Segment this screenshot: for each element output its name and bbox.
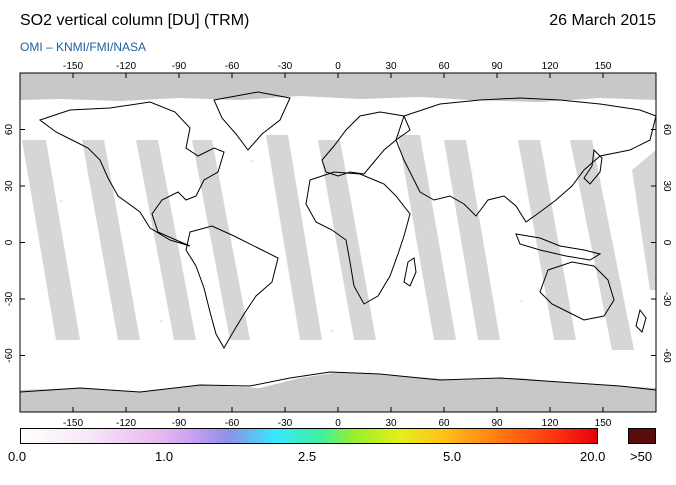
lat-tick-label: -30 <box>661 292 672 307</box>
japan-coast <box>583 148 603 185</box>
orbit-gap <box>570 140 634 350</box>
graticule-ticks <box>20 73 656 412</box>
lon-tick-label: -30 <box>278 61 293 72</box>
lon-tick-label: 30 <box>385 418 397 429</box>
antarctic-no-data <box>20 372 656 412</box>
lon-tick-label: -150 <box>63 61 83 72</box>
antarctica-coast <box>20 371 656 393</box>
lon-tick-label: -90 <box>172 418 187 429</box>
graticule-labels: -150 -150 -120 -120 -90 -90 -60 -60 -30 -30 0 0 30 30… <box>4 61 672 429</box>
asia-coast <box>395 97 656 223</box>
lat-tick-label: -30 <box>4 291 15 306</box>
new-zealand-coast <box>635 308 647 333</box>
lon-tick-label: 90 <box>491 61 503 72</box>
lat-tick-label: -60 <box>661 348 672 363</box>
north-america-coast <box>38 101 225 247</box>
lon-tick-label: -120 <box>116 61 136 72</box>
colorbar-label: 0.0 <box>8 449 27 464</box>
colorbar-over-swatch <box>628 428 656 444</box>
map-date: 26 March 2015 <box>549 12 656 29</box>
lon-tick-label: 0 <box>335 61 341 72</box>
map-source: OMI – KNMI/FMI/NASA <box>20 40 147 54</box>
so2-noise <box>60 160 603 332</box>
indonesia-coast <box>515 233 602 261</box>
orbit-gap <box>398 135 456 340</box>
lon-tick-label: 60 <box>438 418 450 429</box>
lon-tick-label: -60 <box>225 418 240 429</box>
lon-tick-label: 120 <box>542 418 559 429</box>
orbit-gap <box>22 140 80 340</box>
lon-tick-label: -60 <box>225 61 240 72</box>
lon-tick-label: 150 <box>595 61 612 72</box>
map-area <box>20 73 656 412</box>
lon-tick-label: -150 <box>63 418 83 429</box>
lon-tick-label: 90 <box>491 418 503 429</box>
orbit-gap <box>632 150 656 290</box>
colorbar-label: 5.0 <box>443 449 462 464</box>
orbit-gap <box>136 140 196 340</box>
africa-coast <box>305 171 411 305</box>
south-america-coast <box>185 225 279 350</box>
lon-tick-label: -90 <box>172 61 187 72</box>
colorbar-over-label: >50 <box>630 449 653 464</box>
orbit-gap <box>444 140 500 340</box>
lat-tick-label: 60 <box>661 124 672 136</box>
lon-tick-label: -120 <box>116 418 136 429</box>
orbit-gap <box>192 140 250 340</box>
lon-tick-label: 150 <box>595 418 612 429</box>
lon-tick-label: 60 <box>438 61 450 72</box>
coastlines <box>20 91 656 393</box>
lon-tick-label: 30 <box>385 61 397 72</box>
lat-tick-label: 0 <box>4 239 15 245</box>
greenland-coast <box>213 91 291 151</box>
orbit-gap <box>318 140 376 340</box>
map-title: SO2 vertical column [DU] (TRM) <box>20 12 250 29</box>
colorbar-label: 20.0 <box>580 449 606 464</box>
madagascar-coast <box>403 257 417 287</box>
lon-tick-label: 0 <box>335 418 341 429</box>
lat-tick-label: 60 <box>4 124 15 136</box>
colorbar-label: 1.0 <box>155 449 174 464</box>
lon-tick-label: -30 <box>278 418 293 429</box>
lat-tick-label: 30 <box>4 180 15 192</box>
colorbar-label: 2.5 <box>298 449 317 464</box>
lat-tick-label: 0 <box>661 240 672 246</box>
orbit-gap <box>266 135 322 340</box>
orbit-gap <box>82 140 140 340</box>
lon-tick-label: 120 <box>542 61 559 72</box>
australia-coast <box>539 261 615 321</box>
lat-tick-label: 30 <box>661 180 672 192</box>
orbit-gap <box>518 140 576 340</box>
arctic-no-data <box>20 73 656 102</box>
lat-tick-label: -60 <box>4 348 15 363</box>
colorbar <box>20 428 598 444</box>
orbit-gaps <box>22 135 656 350</box>
